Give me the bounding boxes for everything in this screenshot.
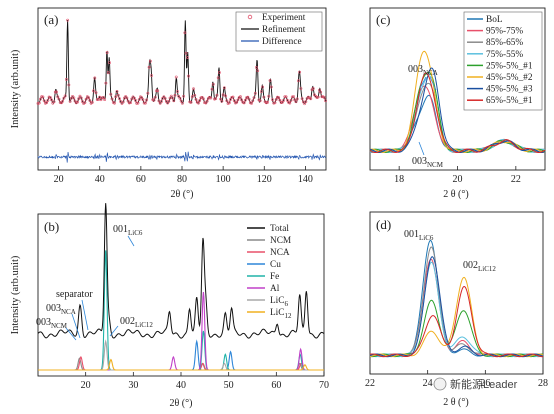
- legend-label-lic12: LiC12: [270, 308, 292, 320]
- watermark-text: 新能源Leader: [450, 377, 518, 391]
- panel-b-tick-label: 40: [176, 380, 186, 391]
- legend-label-cu: Cu: [270, 260, 281, 270]
- annotation-arrow-ncm: [66, 328, 76, 340]
- panel-a-tick-label: 140: [298, 174, 313, 185]
- legend-label: 45%-5%_#3: [486, 85, 533, 95]
- legend-label: 85%-65%: [486, 38, 523, 48]
- panel-b-x-ticks: 20 30 40 50 60 70: [81, 372, 329, 391]
- annotation-separator: separator: [56, 289, 93, 300]
- series-s1: [370, 240, 543, 356]
- panel-a-tick-label: 100: [216, 174, 231, 185]
- panel-d-tick-label: 28: [538, 378, 548, 389]
- legend-label-total: Total: [270, 224, 289, 234]
- legend-label: BoL: [486, 15, 503, 25]
- panel-b-legend: Total NCM NCA Cu Fe Al LiC6LiC12: [247, 224, 292, 320]
- panel-b-tick-label: 60: [271, 380, 281, 391]
- panel-b-ylabel: Intensity (arb.unit): [10, 255, 21, 334]
- panel-b-tick-label: 20: [81, 380, 91, 391]
- series-ncm: [38, 358, 324, 370]
- annotation-003-nca: 003NCA: [46, 303, 76, 316]
- panel-a-tick-label: 40: [95, 174, 105, 185]
- annotation-002-lic12: 002LiC12: [120, 316, 153, 329]
- difference-curve: [38, 152, 326, 163]
- panel-c-legend: BoL 95%-75%85%-65% 75%-55%25%-5%_#1 45%-5%_…: [464, 12, 542, 110]
- legend-label-lic6: LiC6: [270, 296, 288, 308]
- annotation-arrow-lic6: [128, 236, 134, 246]
- legend-label-ncm: NCM: [270, 236, 291, 246]
- wechat-icon: [434, 378, 446, 390]
- legend-label-refinement: Refinement: [262, 24, 306, 35]
- legend-label-experiment: Experiment: [262, 13, 306, 23]
- panel-b-label: (b): [44, 219, 59, 234]
- panel-d-tick-label: 22: [365, 378, 375, 389]
- legend-label-nca: NCA: [270, 248, 290, 258]
- panel-d-tick-label: 24: [423, 378, 433, 389]
- panel-a-xlabel: 2θ (°): [171, 189, 194, 200]
- annotation-003-ncm: 003NCM: [412, 156, 444, 169]
- annotation-002-lic12: 002LiC12: [463, 260, 496, 273]
- panel-b-tick-label: 50: [224, 380, 234, 391]
- panel-b-annotations: 001LiC6 separator 003NCA003NCM 002LiC12: [36, 224, 153, 340]
- legend-label-difference: Difference: [262, 36, 302, 47]
- panel-a-label: (a): [44, 12, 58, 27]
- legend-label: 75%-55%: [486, 50, 523, 60]
- panel-a-tick-label: 20: [54, 174, 64, 185]
- annotation-001-lic6: 001LiC6: [404, 229, 434, 242]
- panel-c-tick-label: 18: [394, 174, 404, 185]
- panel-c-x-ticks: 18 20 22: [394, 166, 521, 185]
- legend-label: 65%-5%_#1: [486, 96, 533, 106]
- panel-a-x-ticks: 20 40 60 80 100 120 140: [54, 166, 313, 185]
- panel-c-tick-label: 22: [511, 174, 521, 185]
- panel-a-legend: ExperimentRefinementDifference: [236, 12, 322, 51]
- panel-d-annotations: 001LiC6 002LiC12: [404, 229, 496, 273]
- legend-label: 95%-75%: [486, 27, 523, 37]
- legend-label: 45%-5%_#2: [486, 73, 533, 83]
- panel-c: (c) 2 θ (°) 18 20 22 BoL 95%-75%85%-65% 75%-…: [370, 8, 545, 200]
- panel-b: (b) Intensity (arb.unit) 2θ (°) 20 30 40 50…: [10, 203, 329, 409]
- panel-a-tick-label: 60: [136, 174, 146, 185]
- panel-a-tick-label: 80: [177, 174, 187, 185]
- panel-b-xlabel: 2θ (°): [170, 398, 193, 409]
- legend-label-al: Al: [270, 284, 280, 294]
- annotation-001-lic6: 001LiC6: [113, 224, 143, 237]
- legend-label: 25%-5%_#1: [486, 61, 533, 71]
- annotation-003-ncm: 003NCM: [36, 317, 68, 330]
- annotation-003-nca: 003NCA: [408, 64, 438, 77]
- panel-b-tick-label: 30: [128, 380, 138, 391]
- watermark: 新能源Leader: [434, 377, 518, 391]
- annotation-arrow-ncm: [419, 142, 424, 155]
- annotation-arrow-separator: [82, 300, 88, 330]
- panel-d-frame: [370, 212, 543, 374]
- panel-c-label: (c): [376, 12, 390, 27]
- panel-c-xlabel: 2 θ (°): [443, 189, 468, 200]
- panel-a-tick-label: 120: [257, 174, 272, 185]
- panel-b-tick-label: 70: [319, 380, 329, 391]
- panel-d-xlabel: 2 θ (°): [443, 397, 468, 408]
- panel-c-tick-label: 20: [453, 174, 463, 185]
- panel-d-label: (d): [376, 217, 391, 232]
- panel-a: (a) Intensity (arb.unit) 2θ (°) 20 40 60 80…: [10, 8, 327, 200]
- panel-a-ylabel: Intensity (arb.unit): [10, 49, 21, 128]
- legend-label-fe: Fe: [270, 272, 279, 282]
- panel-d-plot-area: [370, 240, 543, 356]
